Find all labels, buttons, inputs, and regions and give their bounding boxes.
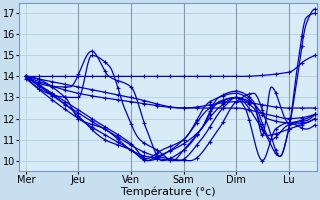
X-axis label: Température (°c): Température (°c) (121, 187, 216, 197)
